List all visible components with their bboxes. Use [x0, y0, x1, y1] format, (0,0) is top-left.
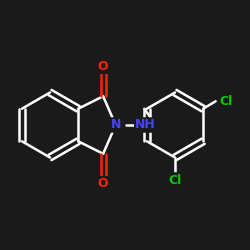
Text: O: O — [98, 60, 108, 73]
Text: N: N — [110, 118, 121, 132]
Text: O: O — [98, 177, 108, 190]
Text: NH: NH — [135, 118, 156, 132]
Text: Cl: Cl — [219, 95, 232, 108]
Text: Cl: Cl — [168, 174, 181, 186]
